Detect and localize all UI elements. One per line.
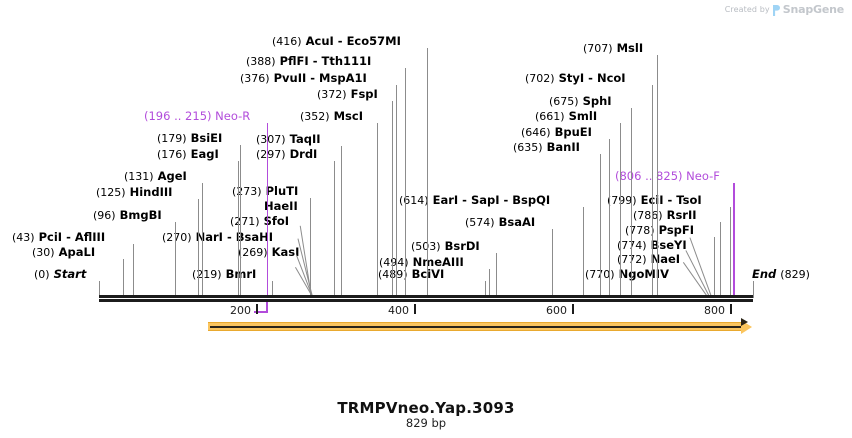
leader-line-bmri	[272, 281, 273, 298]
leader-line-styi	[652, 85, 653, 298]
ruler-tick-600	[572, 304, 574, 314]
site-label-styi-ncoi[interactable]: (702) StyI - NcoI	[525, 71, 626, 85]
site-label-nari-bsahi[interactable]: (270) NarI - BsaHI	[162, 230, 273, 244]
leader-line-bcivi	[485, 281, 486, 298]
site-label-pflfi-tth111i[interactable]: (388) PflFI - Tth111I	[246, 54, 372, 68]
ruler-tick-400	[414, 304, 416, 314]
site-label-bmgbi[interactable]: (96) BmgBI	[93, 208, 162, 222]
leader-line-fspi	[392, 101, 393, 298]
site-label-haeii[interactable]: HaeII	[264, 199, 298, 213]
site-label-smli[interactable]: (661) SmlI	[535, 109, 598, 123]
site-label-hindiii[interactable]: (125) HindIII	[96, 185, 173, 199]
leader-line-eagi	[238, 161, 239, 298]
leader-line-msci	[377, 123, 378, 298]
site-label-sphi[interactable]: (675) SphI	[549, 94, 612, 108]
site-label-bcivi[interactable]: (489) BciVI	[378, 268, 444, 281]
sequence-backbone-bottom[interactable]	[99, 299, 753, 302]
site-label-eari-sapi-bspqi[interactable]: (614) EarI - SapI - BspQI	[399, 193, 551, 207]
leader-line-bsrdi	[496, 253, 497, 298]
leader-line-hindiii	[198, 199, 199, 298]
orf-arrow[interactable]	[208, 318, 753, 334]
site-label-rsrii[interactable]: (786) RsrII	[633, 208, 697, 222]
sequence-backbone-gap	[99, 298, 753, 299]
leader-line-sphi	[631, 108, 632, 298]
snapgene-watermark: Created by SnapGene	[725, 3, 844, 16]
site-label-pspfi[interactable]: (778) PspFI	[625, 223, 695, 237]
snapgene-logo-icon	[772, 5, 780, 16]
leader-line-pflfi	[405, 68, 406, 298]
feature-label-neo-r[interactable]: (196 .. 215) Neo-R	[144, 109, 251, 123]
site-label-msci[interactable]: (352) MscI	[300, 109, 363, 123]
leader-line-start	[99, 281, 100, 298]
site-label-sfoi[interactable]: (271) SfoI	[230, 214, 290, 228]
site-label-fspi[interactable]: (372) FspI	[317, 87, 378, 101]
site-label-ecii-tsoi[interactable]: (799) EciI - TsoI	[607, 193, 702, 207]
leader-line-smli	[620, 123, 621, 298]
site-label-drdi[interactable]: (297) DrdI	[256, 147, 318, 161]
leader-line-eari	[583, 207, 584, 298]
leader-line-pspfi	[714, 237, 715, 298]
leader-line-bsaai	[552, 229, 553, 298]
site-label-msli[interactable]: (707) MslI	[583, 41, 644, 55]
site-label-apali[interactable]: (30) ApaLI	[32, 245, 96, 259]
site-label-kasi[interactable]: (269) KasI	[238, 245, 300, 259]
ruler-tick-200	[256, 304, 258, 314]
site-label-bpuei[interactable]: (646) BpuEI	[521, 125, 592, 139]
leader-line-bsiei	[240, 145, 241, 298]
orf-arrow-body	[208, 322, 741, 331]
site-label-pcii-afliii[interactable]: (43) PciI - AflIII	[12, 230, 106, 244]
leader-line-neo-r	[267, 123, 269, 298]
leader-line-agei	[202, 183, 203, 298]
leader-line-taqii	[341, 146, 342, 298]
leader-line-pcii	[133, 244, 134, 298]
orf-arrow-head	[741, 319, 752, 334]
site-label-bsrdi[interactable]: (503) BsrDI	[411, 239, 480, 253]
page-title: TRMPVneo.Yap.3093	[337, 399, 515, 417]
leader-line-bpuei	[609, 139, 610, 298]
feature-bracket-neo-r-vertical	[266, 296, 268, 312]
leader-line-nmeaiii	[489, 269, 490, 298]
ruler-label-600: 600	[546, 304, 567, 317]
leader-line-drdi	[334, 161, 335, 298]
ruler-tick-800	[730, 304, 732, 314]
leader-line-apali	[123, 259, 124, 298]
site-label-eagi[interactable]: (176) EagI	[157, 147, 219, 161]
watermark-prefix: Created by	[724, 5, 770, 14]
site-label-bsiei[interactable]: (179) BsiEI	[157, 131, 223, 145]
site-label-banii[interactable]: (635) BanII	[513, 140, 580, 154]
site-label-end[interactable]: End (829)	[752, 267, 810, 281]
site-label-pluti[interactable]: (273) PluTI	[232, 184, 299, 198]
leader-line-bmgbi	[175, 222, 176, 298]
leader-line-acui	[427, 48, 428, 298]
leader-line-banii	[600, 154, 601, 298]
leader-line-end	[753, 281, 754, 298]
site-label-bsaai[interactable]: (574) BsaAI	[465, 215, 536, 229]
sequence-backbone-top[interactable]	[99, 295, 753, 298]
ruler-label-400: 400	[388, 304, 409, 317]
leader-line-rsrii	[720, 222, 721, 298]
site-label-start[interactable]: (0) Start	[34, 267, 87, 281]
ruler-label-200: 200	[230, 304, 251, 317]
orf-arrow-head-inner	[741, 318, 748, 326]
feature-bracket-neo-r-horizontal	[254, 311, 268, 313]
feature-bracket-neo-f-vertical	[733, 183, 735, 298]
site-label-pvuii-mspa1i[interactable]: (376) PvuII - MspA1I	[240, 71, 367, 85]
site-label-agei[interactable]: (131) AgeI	[124, 169, 187, 183]
leader-line-ecii	[730, 207, 731, 298]
watermark-brand: SnapGene	[782, 3, 844, 16]
site-label-acui-eco57mi[interactable]: (416) AcuI - Eco57MI	[272, 34, 401, 48]
leader-line-msli	[657, 55, 658, 298]
leader-line-pluti	[310, 198, 311, 298]
ruler-label-800: 800	[704, 304, 725, 317]
site-label-nmeaiii[interactable]: (494) NmeAIII	[379, 255, 464, 269]
site-label-naei[interactable]: (772) NaeI	[617, 252, 681, 266]
site-label-taqii[interactable]: (307) TaqII	[256, 132, 321, 146]
sequence-length: 829 bp	[405, 416, 447, 430]
leader-line-pvuii	[396, 85, 397, 298]
